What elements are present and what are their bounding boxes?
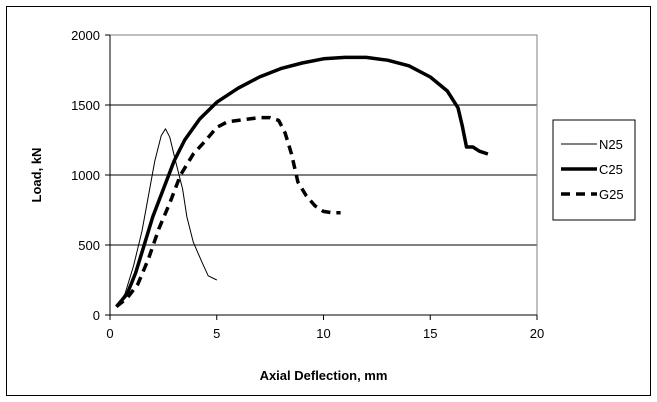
chart-frame (6, 6, 651, 396)
y-tick-label-500: 500 (78, 238, 100, 253)
y-axis-title: Load, kN (29, 148, 44, 203)
x-tick-label-20: 20 (530, 326, 544, 341)
series-line-c25 (115, 55, 489, 308)
tick-labels: 0 5 10 15 20 0 500 1000 1500 2000 (71, 28, 544, 341)
y-tick-label-1500: 1500 (71, 98, 100, 113)
y-tick-label-0: 0 (93, 308, 100, 323)
y-tick-label-1000: 1000 (71, 168, 100, 183)
x-tick-label-15: 15 (423, 326, 437, 341)
legend: N25 C25 G25 (552, 119, 636, 221)
legend-label-c25: C25 (599, 162, 623, 177)
x-tick-label-5: 5 (213, 326, 220, 341)
x-axis-title: Axial Deflection, mm (260, 368, 388, 383)
x-tick-label-0: 0 (106, 326, 113, 341)
legend-label-n25: N25 (599, 137, 623, 152)
series-group (115, 55, 489, 308)
series-line-n25 (115, 128, 218, 307)
y-tick-label-2000: 2000 (71, 28, 100, 43)
x-tick-label-10: 10 (316, 326, 330, 341)
series-line-g25 (115, 115, 341, 308)
gridlines (110, 104, 537, 246)
legend-label-g25: G25 (599, 187, 624, 202)
